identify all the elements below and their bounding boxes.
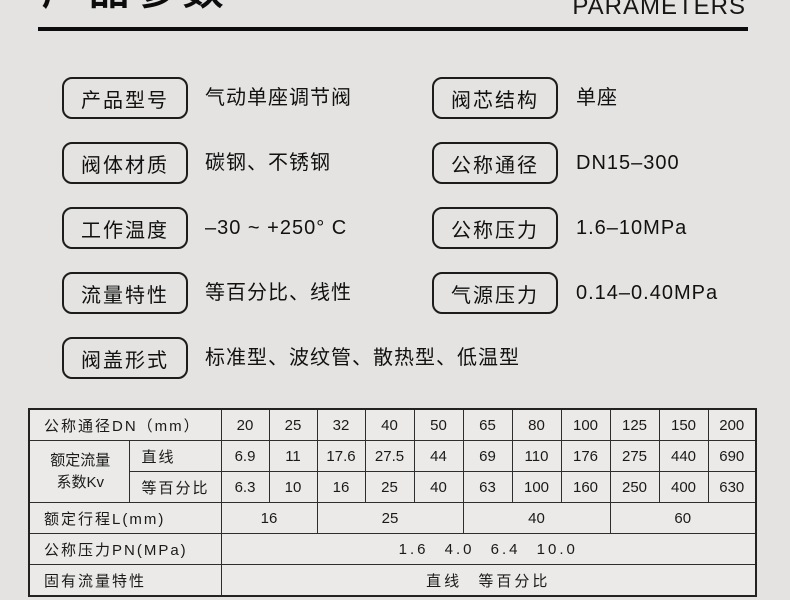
table-cell: 20: [220, 408, 270, 441]
table-cell: 65: [462, 408, 513, 441]
table-cell-inherent-flow-values: 直线 等百分比: [220, 564, 757, 597]
table-cell: 16: [220, 502, 318, 534]
table-cell: 400: [658, 471, 709, 503]
param-label-nominal-pressure: 公称压力: [432, 207, 558, 249]
table-cell: 11: [268, 440, 318, 472]
table-cell: 40: [413, 471, 464, 503]
table-cell: 6.3: [220, 471, 270, 503]
table-cell: 63: [462, 471, 513, 503]
table-header-kv: 额定流量 系数Kv: [28, 440, 130, 503]
param-value-flow-characteristic: 等百分比、线性: [205, 282, 352, 304]
table-cell: 25: [364, 471, 415, 503]
table-cell: 125: [609, 408, 660, 441]
table-cell: 10: [268, 471, 318, 503]
param-label-product-model: 产品型号: [62, 77, 188, 119]
table-cell: 27.5: [364, 440, 415, 472]
param-label-nominal-diameter: 公称通径: [432, 142, 558, 184]
header-divider: [38, 27, 748, 31]
table-cell: 25: [316, 502, 464, 534]
table-cell: 25: [268, 408, 318, 441]
table-cell: 16: [316, 471, 366, 503]
table-header-inherent-flow: 固有流量特性: [28, 564, 222, 597]
table-subheader-eqpct: 等百分比: [128, 471, 222, 503]
table-cell: 40: [462, 502, 611, 534]
param-value-trim-structure: 单座: [576, 87, 618, 109]
param-value-nominal-pressure: 1.6–10MPa: [576, 217, 688, 239]
param-value-nominal-diameter: DN15–300: [576, 152, 680, 174]
param-label-flow-characteristic: 流量特性: [62, 272, 188, 314]
table-cell: 275: [609, 440, 660, 472]
table-cell: 32: [316, 408, 366, 441]
param-value-body-material: 碳钢、不锈钢: [205, 152, 331, 174]
param-value-working-temperature: –30 ~ +250° C: [205, 217, 348, 239]
table-cell: 176: [560, 440, 611, 472]
param-value-product-model: 气动单座调节阀: [205, 87, 352, 109]
table-cell: 630: [707, 471, 757, 503]
table-cell: 150: [658, 408, 709, 441]
table-header-stroke: 额定行程L(mm): [28, 502, 222, 534]
table-header-dn: 公称通径DN（mm）: [28, 408, 222, 441]
table-cell: 44: [413, 440, 464, 472]
table-cell: 100: [511, 471, 562, 503]
table-header-pn: 公称压力PN(MPa): [28, 533, 222, 565]
param-value-bonnet-type: 标准型、波纹管、散热型、低温型: [205, 347, 520, 369]
table-row-stroke: 额定行程L(mm) 16 25 40 60: [28, 502, 757, 534]
spec-table: 公称通径DN（mm） 20 25 32 40 50 65 80 100 125 …: [28, 408, 757, 597]
table-cell: 69: [462, 440, 513, 472]
table-cell: 17.6: [316, 440, 366, 472]
table-cell: 100: [560, 408, 611, 441]
param-label-trim-structure: 阀芯结构: [432, 77, 558, 119]
table-cell: 50: [413, 408, 464, 441]
param-label-body-material: 阀体材质: [62, 142, 188, 184]
param-value-air-supply-pressure: 0.14–0.40MPa: [576, 282, 719, 304]
table-cell: 60: [609, 502, 757, 534]
param-label-bonnet-type: 阀盖形式: [62, 337, 188, 379]
param-label-working-temperature: 工作温度: [62, 207, 188, 249]
param-label-air-supply-pressure: 气源压力: [432, 272, 558, 314]
table-cell: 690: [707, 440, 757, 472]
table-cell: 440: [658, 440, 709, 472]
table-cell-pn-values: 1.6 4.0 6.4 10.0: [220, 533, 757, 565]
table-cell: 110: [511, 440, 562, 472]
kv-label-line2: 系数Kv: [56, 473, 104, 491]
table-cell: 40: [364, 408, 415, 441]
table-row-dn: 公称通径DN（mm） 20 25 32 40 50 65 80 100 125 …: [28, 408, 757, 441]
page-title-english: PARAMETERS: [572, 0, 746, 20]
table-row-inherent-flow: 固有流量特性 直线 等百分比: [28, 564, 757, 597]
table-row-kv-linear: 额定流量 系数Kv 直线 6.9 11 17.6 27.5 44 69 110 …: [28, 440, 757, 503]
table-row-kv-eqpct: 等百分比 6.3 10 16 25 40 63 100 160 250 400 …: [29, 471, 757, 503]
kv-label-line1: 额定流量: [50, 451, 111, 469]
table-cell: 6.9: [220, 440, 270, 472]
page-title-chinese: 产品参数: [42, 0, 230, 11]
table-cell: 80: [511, 408, 562, 441]
table-cell: 200: [707, 408, 757, 441]
table-cell: 160: [560, 471, 611, 503]
table-cell: 250: [609, 471, 660, 503]
table-row-pn: 公称压力PN(MPa) 1.6 4.0 6.4 10.0: [28, 533, 757, 565]
table-subheader-linear: 直线: [128, 440, 222, 472]
